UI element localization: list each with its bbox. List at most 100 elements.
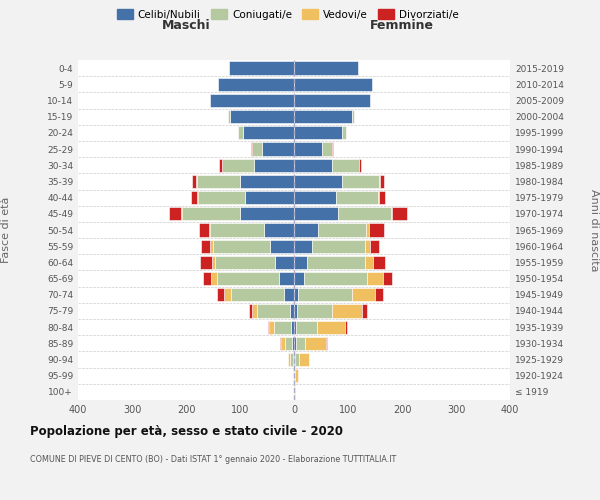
Bar xyxy=(290,304,294,318)
Bar xyxy=(367,224,368,236)
Bar xyxy=(217,288,224,302)
Bar xyxy=(295,369,298,382)
Bar xyxy=(380,175,384,188)
Bar xyxy=(182,207,240,220)
Bar xyxy=(318,224,367,236)
Bar xyxy=(192,175,196,188)
Bar xyxy=(294,142,322,156)
Bar xyxy=(295,353,299,366)
Bar xyxy=(294,191,336,204)
Bar xyxy=(345,320,347,334)
Bar xyxy=(269,320,274,334)
Bar xyxy=(373,256,385,269)
Bar xyxy=(211,272,217,285)
Bar xyxy=(245,191,294,204)
Bar xyxy=(203,272,211,285)
Bar xyxy=(317,320,345,334)
Bar xyxy=(305,336,326,350)
Bar xyxy=(215,256,275,269)
Bar xyxy=(224,288,232,302)
Bar xyxy=(218,78,294,91)
Bar xyxy=(294,94,370,107)
Legend: Celibi/Nubili, Coniugati/e, Vedovi/e, Divorziati/e: Celibi/Nubili, Coniugati/e, Vedovi/e, Di… xyxy=(113,5,463,24)
Bar xyxy=(322,142,332,156)
Text: Popolazione per età, sesso e stato civile - 2020: Popolazione per età, sesso e stato civil… xyxy=(30,425,343,438)
Bar xyxy=(270,240,294,253)
Bar xyxy=(296,304,332,318)
Bar xyxy=(294,336,296,350)
Text: COMUNE DI PIEVE DI CENTO (BO) - Dati ISTAT 1° gennaio 2020 - Elaborazione TUTTIT: COMUNE DI PIEVE DI CENTO (BO) - Dati IST… xyxy=(30,455,396,464)
Bar xyxy=(296,320,317,334)
Bar xyxy=(252,142,262,156)
Bar xyxy=(228,110,230,124)
Bar xyxy=(304,272,367,285)
Bar xyxy=(341,175,379,188)
Bar xyxy=(197,175,240,188)
Bar xyxy=(298,288,352,302)
Bar xyxy=(313,240,365,253)
Bar xyxy=(294,62,358,74)
Bar xyxy=(211,94,294,107)
Bar xyxy=(251,142,252,156)
Bar xyxy=(294,320,296,334)
Bar xyxy=(341,126,346,140)
Bar xyxy=(240,207,294,220)
Bar xyxy=(213,240,270,253)
Bar xyxy=(375,288,383,302)
Bar xyxy=(352,288,375,302)
Bar xyxy=(365,256,373,269)
Bar xyxy=(274,320,292,334)
Bar xyxy=(294,288,298,302)
Bar xyxy=(238,126,242,140)
Bar xyxy=(338,207,391,220)
Bar xyxy=(299,353,309,366)
Bar xyxy=(326,336,327,350)
Bar xyxy=(200,256,212,269)
Bar xyxy=(379,191,385,204)
Bar xyxy=(211,240,213,253)
Bar xyxy=(268,320,269,334)
Bar xyxy=(367,272,383,285)
Bar xyxy=(332,304,361,318)
Bar xyxy=(191,191,197,204)
Bar xyxy=(200,240,211,253)
Bar xyxy=(275,256,294,269)
Bar xyxy=(294,353,295,366)
Bar xyxy=(240,175,294,188)
Bar xyxy=(281,336,285,350)
Bar xyxy=(392,207,407,220)
Bar xyxy=(262,142,294,156)
Bar xyxy=(292,320,294,334)
Bar xyxy=(169,207,181,220)
Bar xyxy=(252,304,257,318)
Text: Maschi: Maschi xyxy=(161,20,211,32)
Bar xyxy=(307,256,365,269)
Text: Femmine: Femmine xyxy=(370,20,434,32)
Bar xyxy=(222,158,254,172)
Bar xyxy=(230,110,294,124)
Bar xyxy=(370,240,379,253)
Bar xyxy=(217,272,279,285)
Bar xyxy=(229,62,294,74)
Bar xyxy=(284,288,294,302)
Bar xyxy=(254,158,294,172)
Bar xyxy=(359,158,361,172)
Bar xyxy=(332,158,359,172)
Bar xyxy=(249,304,252,318)
Bar xyxy=(383,272,392,285)
Bar xyxy=(294,207,338,220)
Bar xyxy=(294,110,352,124)
Bar xyxy=(209,224,211,236)
Bar xyxy=(361,304,367,318)
Bar xyxy=(294,224,318,236)
Bar xyxy=(294,78,372,91)
Bar xyxy=(242,126,294,140)
Bar xyxy=(336,191,378,204)
Bar xyxy=(294,369,295,382)
Bar xyxy=(365,240,370,253)
Bar xyxy=(220,158,222,172)
Bar xyxy=(211,224,265,236)
Bar xyxy=(232,288,284,302)
Bar xyxy=(352,110,355,124)
Text: Fasce di età: Fasce di età xyxy=(1,197,11,263)
